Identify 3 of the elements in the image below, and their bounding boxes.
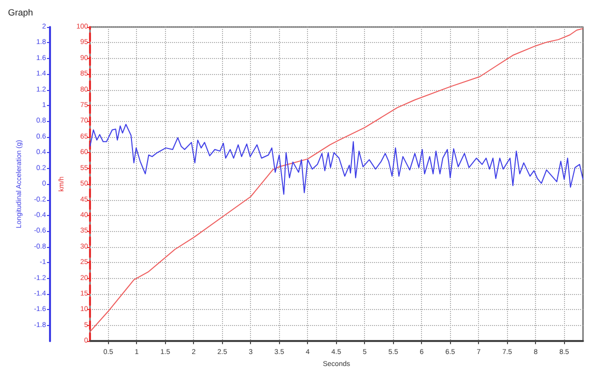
line-series [90, 124, 584, 195]
line-series [90, 28, 584, 332]
chart-title: Graph [8, 8, 34, 18]
